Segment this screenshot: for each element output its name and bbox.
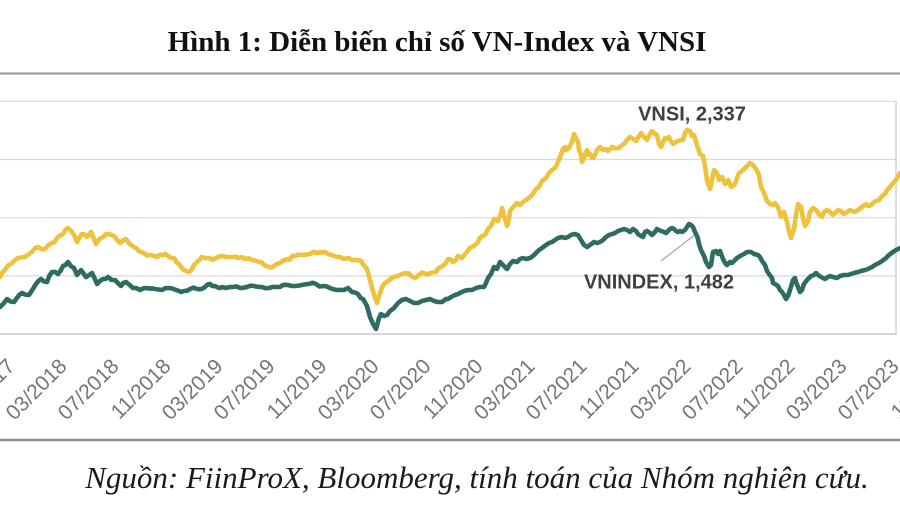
svg-text:Nguồn: FiinProX, Bloomberg, tí: Nguồn: FiinProX, Bloomberg, tính toán củ… [84, 460, 869, 495]
svg-text:VNSI, 2,337: VNSI, 2,337 [638, 104, 746, 126]
svg-text:Hình 1: Diễn biến chỉ số VN-In: Hình 1: Diễn biến chỉ số VN-Index và VNS… [168, 26, 707, 58]
svg-text:VNINDEX, 1,482: VNINDEX, 1,482 [584, 272, 734, 294]
